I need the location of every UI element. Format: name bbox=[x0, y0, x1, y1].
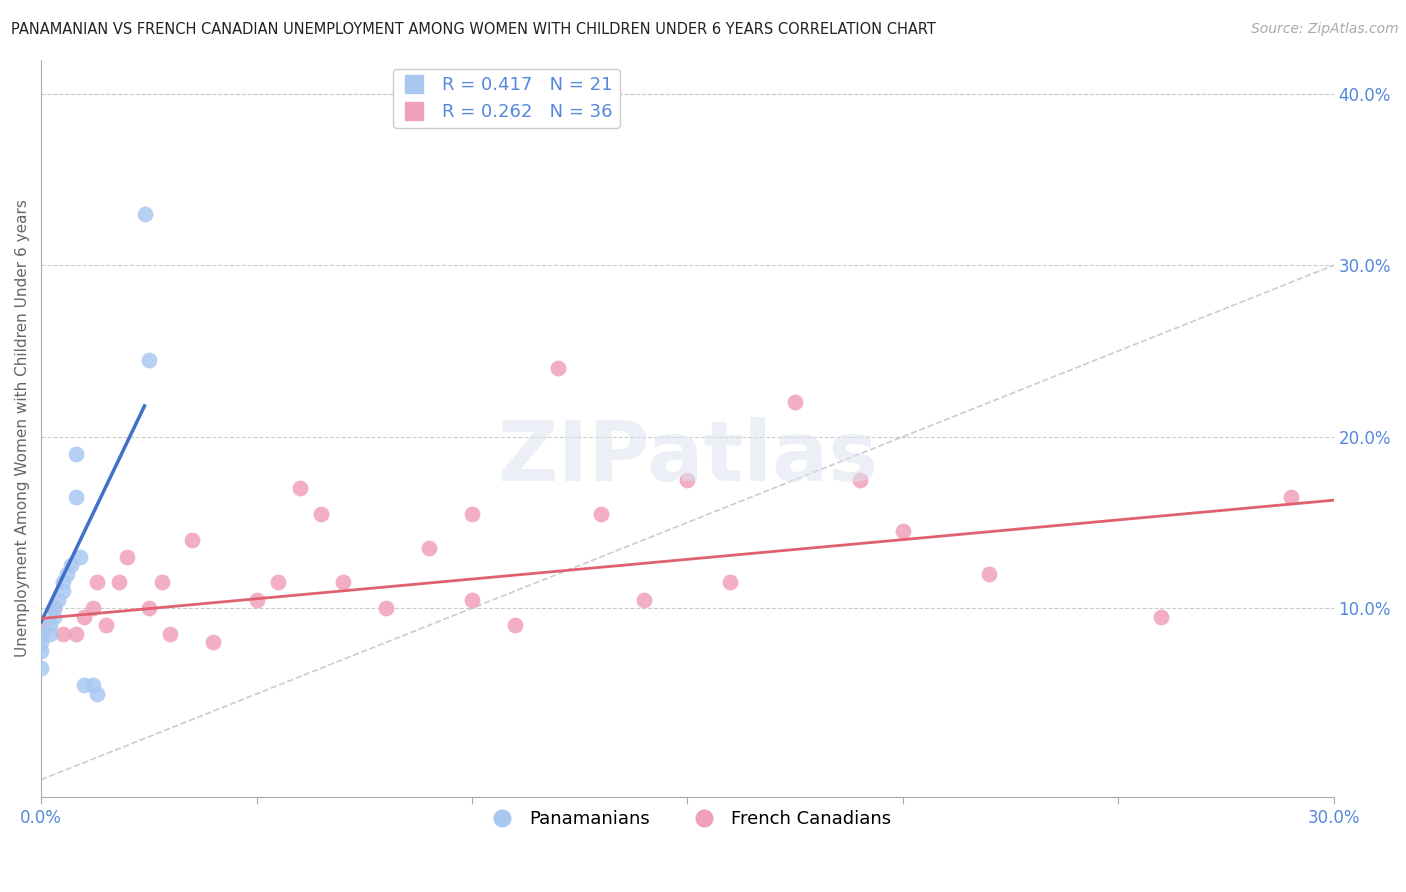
Point bbox=[65, 490, 87, 504]
Point bbox=[82, 601, 104, 615]
Point bbox=[42, 609, 65, 624]
Point bbox=[52, 575, 75, 590]
Text: PANAMANIAN VS FRENCH CANADIAN UNEMPLOYMENT AMONG WOMEN WITH CHILDREN UNDER 6 YEA: PANAMANIAN VS FRENCH CANADIAN UNEMPLOYME… bbox=[11, 22, 936, 37]
Point bbox=[202, 635, 225, 649]
Point bbox=[30, 618, 52, 632]
Point bbox=[461, 507, 484, 521]
Point bbox=[107, 575, 129, 590]
Point bbox=[42, 601, 65, 615]
Point bbox=[86, 575, 108, 590]
Point bbox=[138, 601, 160, 615]
Point bbox=[38, 618, 60, 632]
Point bbox=[461, 592, 484, 607]
Point bbox=[30, 635, 52, 649]
Point bbox=[977, 566, 1000, 581]
Point bbox=[38, 627, 60, 641]
Point bbox=[159, 627, 181, 641]
Point bbox=[42, 601, 65, 615]
Point bbox=[86, 687, 108, 701]
Point bbox=[180, 533, 202, 547]
Point bbox=[418, 541, 440, 556]
Point bbox=[117, 549, 139, 564]
Y-axis label: Unemployment Among Women with Children Under 6 years: Unemployment Among Women with Children U… bbox=[15, 199, 30, 657]
Point bbox=[60, 558, 83, 573]
Point bbox=[374, 601, 396, 615]
Point bbox=[783, 395, 806, 409]
Text: Source: ZipAtlas.com: Source: ZipAtlas.com bbox=[1251, 22, 1399, 37]
Text: ZIPatlas: ZIPatlas bbox=[496, 417, 877, 498]
Point bbox=[267, 575, 290, 590]
Point bbox=[30, 627, 52, 641]
Point bbox=[503, 618, 526, 632]
Point bbox=[134, 207, 156, 221]
Point bbox=[547, 361, 569, 376]
Point bbox=[245, 592, 267, 607]
Point bbox=[56, 566, 79, 581]
Point bbox=[94, 618, 117, 632]
Point bbox=[848, 473, 870, 487]
Point bbox=[65, 447, 87, 461]
Point bbox=[65, 627, 87, 641]
Point bbox=[591, 507, 613, 521]
Point bbox=[309, 507, 332, 521]
Point bbox=[52, 627, 75, 641]
Point bbox=[332, 575, 354, 590]
Point bbox=[150, 575, 173, 590]
Point bbox=[676, 473, 699, 487]
Point bbox=[30, 644, 52, 658]
Point bbox=[82, 678, 104, 692]
Legend: Panamanians, French Canadians: Panamanians, French Canadians bbox=[477, 803, 898, 836]
Point bbox=[138, 352, 160, 367]
Point bbox=[891, 524, 914, 538]
Point bbox=[720, 575, 742, 590]
Point bbox=[1279, 490, 1302, 504]
Point bbox=[73, 678, 96, 692]
Point bbox=[30, 661, 52, 675]
Point bbox=[73, 609, 96, 624]
Point bbox=[1150, 609, 1173, 624]
Point bbox=[46, 592, 69, 607]
Point bbox=[288, 481, 311, 495]
Point bbox=[52, 584, 75, 599]
Point bbox=[69, 549, 91, 564]
Point bbox=[633, 592, 655, 607]
